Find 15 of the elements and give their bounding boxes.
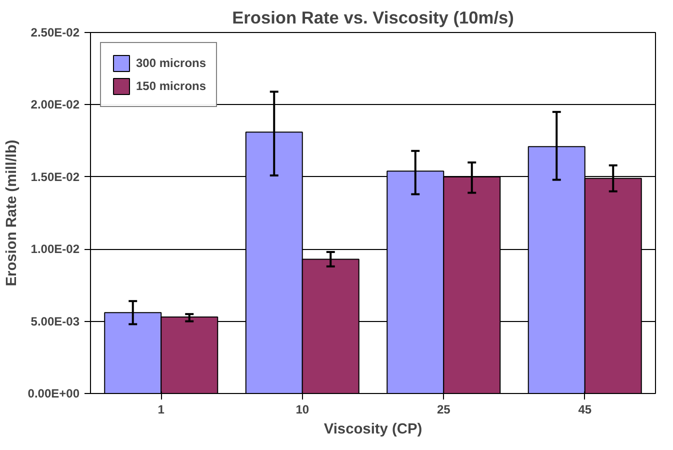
x-tick-label: 45: [578, 402, 592, 416]
legend-label: 300 microns: [136, 56, 206, 70]
y-tick-label: 0.00E+00: [28, 386, 80, 400]
legend-label: 150 microns: [136, 79, 206, 93]
chart-title: Erosion Rate vs. Viscosity (10m/s): [232, 8, 514, 28]
y-tick-label: 1.00E-02: [30, 242, 80, 256]
y-axis-title: Erosion Rate (mill/lb): [4, 140, 20, 286]
y-tick-label: 2.00E-02: [30, 98, 80, 112]
x-tick-label: 1: [158, 402, 165, 416]
x-axis-title: Viscosity (CP): [324, 422, 422, 438]
x-tick-label: 10: [296, 402, 310, 416]
x-tick-label: 25: [436, 402, 451, 416]
y-tick-label: 2.50E-02: [30, 26, 80, 40]
y-tick-label: 5.00E-03: [30, 314, 80, 328]
y-tick-label: 1.50E-02: [30, 170, 80, 184]
